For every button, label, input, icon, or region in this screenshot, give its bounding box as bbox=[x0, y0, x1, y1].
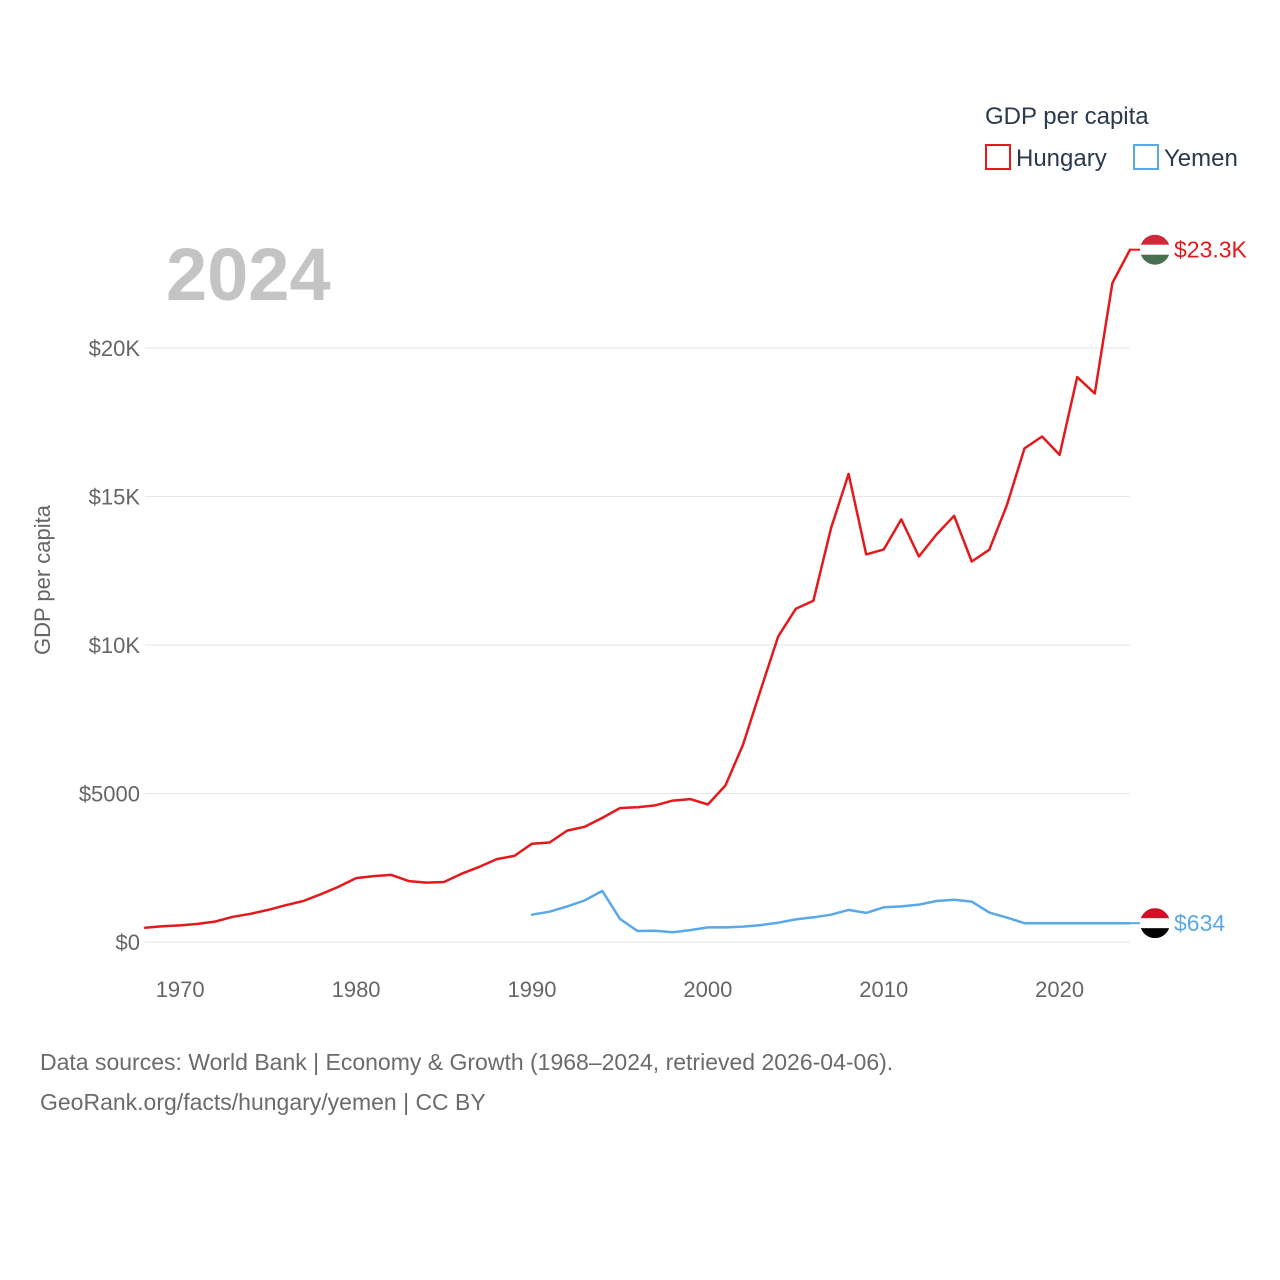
y-tick-label-20000: $20K bbox=[89, 336, 141, 361]
flag-hungary-stripe bbox=[1140, 244, 1170, 256]
flag-yemen-stripe bbox=[1140, 908, 1170, 919]
x-tick-label-2010: 2010 bbox=[859, 977, 908, 1002]
flag-yemen-stripe bbox=[1140, 928, 1170, 939]
end-label-yemen: $634 bbox=[1174, 910, 1225, 936]
y-axis-title: GDP per capita bbox=[30, 504, 55, 655]
flag-hungary-icon bbox=[1140, 234, 1170, 265]
source-line-2[interactable]: GeoRank.org/facts/hungary/yemen | CC BY bbox=[40, 1089, 486, 1115]
y-tick-label-0: $0 bbox=[116, 930, 140, 955]
y-tick-label-15000: $15K bbox=[89, 485, 141, 510]
y-tick-label-5000: $5000 bbox=[79, 782, 140, 807]
x-tick-label-1980: 1980 bbox=[332, 977, 381, 1002]
x-tick-label-1990: 1990 bbox=[507, 977, 556, 1002]
y-axis-ticks: $0 $5000 $10K $15K $20K bbox=[79, 336, 141, 955]
x-tick-label-1970: 1970 bbox=[156, 977, 205, 1002]
source-line-1: Data sources: World Bank | Economy & Gro… bbox=[40, 1049, 894, 1075]
flag-yemen-stripe bbox=[1140, 918, 1170, 929]
legend-title: GDP per capita bbox=[985, 103, 1149, 130]
legend-label-yemen[interactable]: Yemen bbox=[1164, 145, 1238, 172]
x-tick-label-2020: 2020 bbox=[1035, 977, 1084, 1002]
flag-hungary-stripe bbox=[1140, 254, 1170, 265]
gdp-chart: $0 $5000 $10K $15K $20K 1970 1980 1990 2000 2010… bbox=[30, 103, 1248, 1002]
end-label-hungary: $23.3K bbox=[1174, 237, 1248, 263]
legend-label-hungary[interactable]: Hungary bbox=[1016, 145, 1107, 172]
series-lines bbox=[143, 248, 1132, 934]
series-end-labels: $23.3K $634 bbox=[1130, 234, 1248, 939]
series-line-yemen bbox=[530, 889, 1132, 934]
grid-lines bbox=[145, 347, 1130, 943]
flag-hungary-stripe bbox=[1140, 234, 1170, 246]
series-line-hungary bbox=[143, 248, 1132, 929]
y-tick-label-10000: $10K bbox=[89, 633, 141, 658]
legend-swatch-hungary[interactable] bbox=[985, 144, 1011, 170]
year-label: 2024 bbox=[166, 233, 331, 316]
legend-swatch-yemen[interactable] bbox=[1133, 144, 1159, 170]
source-note: Data sources: World Bank | Economy & Gro… bbox=[40, 1042, 893, 1122]
x-tick-label-2000: 2000 bbox=[683, 977, 732, 1002]
legend: GDP per capita Hungary Yemen bbox=[985, 103, 1238, 172]
flag-yemen-icon bbox=[1140, 908, 1170, 939]
x-axis-ticks: 1970 1980 1990 2000 2010 2020 bbox=[156, 977, 1084, 1002]
